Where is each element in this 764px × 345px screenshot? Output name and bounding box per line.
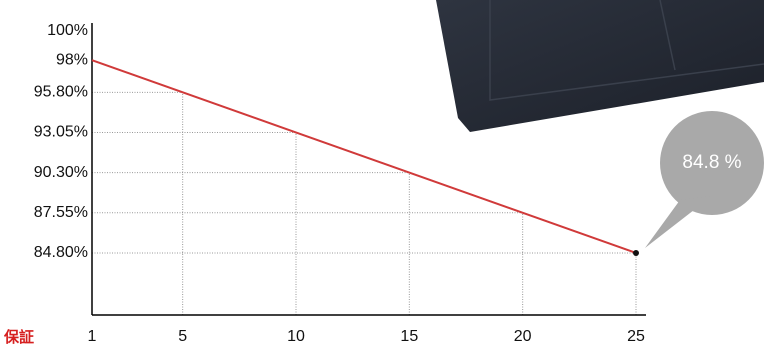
- x-tick-label: 5: [178, 328, 187, 345]
- x-tick-label: 20: [514, 328, 532, 345]
- laptop-edge: [489, 0, 764, 101]
- callout-text: 84.8 %: [682, 152, 741, 173]
- callout-bubble: [660, 111, 764, 215]
- y-tick-label: 84.80%: [34, 244, 88, 261]
- laptop-image: [436, 0, 764, 132]
- y-tick-label: 90.30%: [34, 164, 88, 181]
- x-tick-label: 1: [88, 328, 97, 345]
- y-tick-label: 95.80%: [34, 84, 88, 101]
- y-tick-label: 93.05%: [34, 124, 88, 141]
- y-tick-label: 100%: [47, 22, 88, 39]
- callout-tail: [645, 196, 712, 248]
- x-tick-label: 10: [287, 328, 305, 345]
- data-line: [91, 59, 637, 254]
- x-tick-label: 25: [627, 328, 645, 345]
- y-tick-label: 87.55%: [34, 204, 88, 221]
- y-tick-label: 98%: [56, 51, 88, 68]
- footnote: 保証: [3, 328, 34, 345]
- laptop-edge: [659, 0, 676, 71]
- end-point: [633, 249, 639, 256]
- x-tick-label: 15: [400, 328, 418, 345]
